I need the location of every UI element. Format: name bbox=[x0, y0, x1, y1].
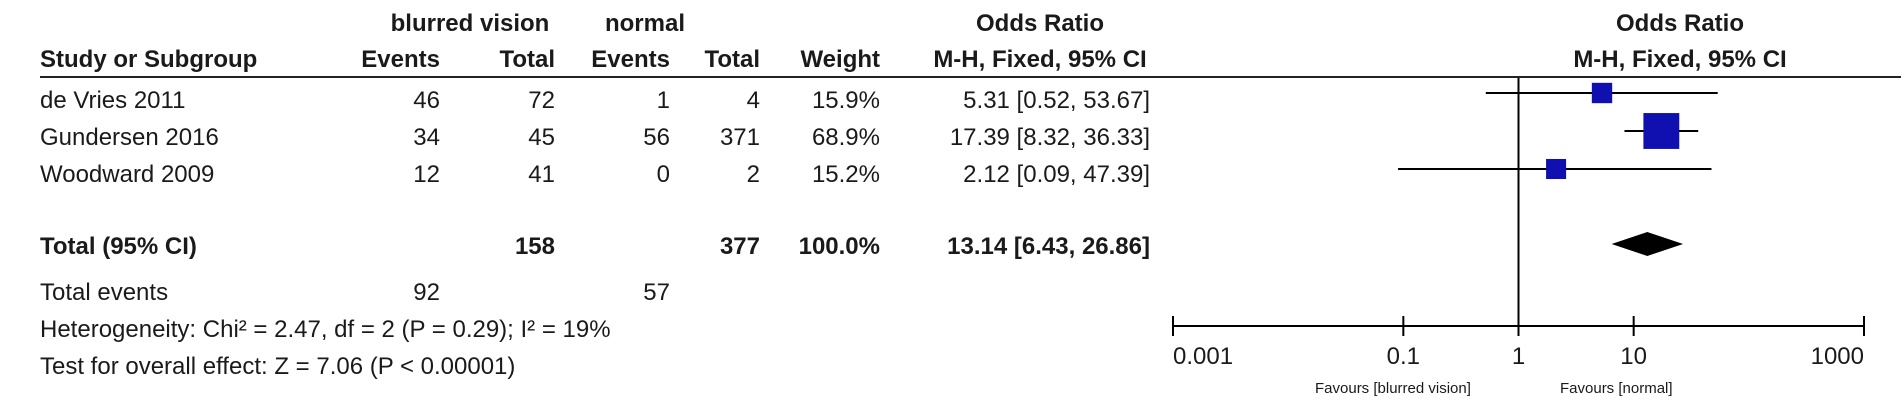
study-events-1: 46 bbox=[413, 87, 440, 114]
study-events-1: 34 bbox=[413, 124, 440, 151]
column-events-2: Events bbox=[591, 46, 670, 73]
column-method: M-H, Fixed, 95% CI bbox=[933, 46, 1147, 73]
column-study: Study or Subgroup bbox=[40, 46, 258, 73]
study-total-2: 4 bbox=[746, 87, 760, 114]
column-events-1: Events bbox=[361, 46, 440, 73]
group1-header: blurred vision bbox=[390, 10, 550, 37]
study-events-2: 56 bbox=[643, 124, 670, 151]
favours-left-label: Favours [blurred vision] bbox=[1315, 380, 1471, 397]
effect-square bbox=[1591, 82, 1613, 104]
axis-tick-label: 10 bbox=[1620, 343, 1647, 370]
study-name: Gundersen 2016 bbox=[40, 124, 219, 151]
or-column-title: Odds Ratio bbox=[975, 10, 1104, 37]
total-events-label: Total events bbox=[40, 279, 169, 306]
study-total-1: 41 bbox=[528, 161, 555, 188]
axis-tick-label: 0.001 bbox=[1173, 343, 1234, 370]
study-weight: 15.2% bbox=[811, 161, 880, 188]
axis-tick-label: 1000 bbox=[1810, 343, 1864, 370]
overall-effect-text: Test for overall effect: Z = 7.06 (P < 0… bbox=[40, 353, 516, 380]
total-events-2: 57 bbox=[643, 279, 670, 306]
total-weight: 100.0% bbox=[798, 233, 880, 260]
study-weight: 15.9% bbox=[811, 87, 880, 114]
study-events-2: 1 bbox=[656, 87, 670, 114]
study-weight: 68.9% bbox=[811, 124, 880, 151]
study-total-1: 72 bbox=[528, 87, 555, 114]
study-total-1: 45 bbox=[528, 124, 555, 151]
pooled-diamond bbox=[1611, 232, 1684, 256]
study-ci: 5.31 [0.52, 53.67] bbox=[963, 87, 1150, 114]
heterogeneity-text: Heterogeneity: Chi² = 2.47, df = 2 (P = … bbox=[40, 316, 611, 343]
study-ci: 17.39 [8.32, 36.33] bbox=[949, 124, 1150, 151]
study-events-1: 12 bbox=[413, 161, 440, 188]
study-total-2: 371 bbox=[719, 124, 760, 151]
study-total-2: 2 bbox=[746, 161, 760, 188]
plot-marks bbox=[1172, 78, 1865, 336]
study-events-2: 0 bbox=[656, 161, 670, 188]
study-name: de Vries 2011 bbox=[40, 87, 186, 114]
effect-square bbox=[1546, 158, 1567, 180]
axis-tick-label: 1 bbox=[1511, 343, 1526, 370]
effect-square bbox=[1643, 113, 1680, 149]
study-ci: 2.12 [0.09, 47.39] bbox=[963, 161, 1150, 188]
total-total-2: 377 bbox=[719, 233, 760, 260]
total-total-1: 158 bbox=[514, 233, 555, 260]
plot-title: Odds Ratio bbox=[1615, 10, 1744, 37]
group2-header: normal bbox=[604, 10, 685, 37]
plot-method: M-H, Fixed, 95% CI bbox=[1573, 46, 1787, 73]
header-rule bbox=[40, 76, 1901, 78]
column-total-1: Total bbox=[499, 46, 555, 73]
study-name: Woodward 2009 bbox=[40, 161, 215, 188]
total-events-1: 92 bbox=[413, 279, 440, 306]
total-label: Total (95% CI) bbox=[40, 233, 197, 260]
favours-right-label: Favours [normal] bbox=[1560, 380, 1673, 397]
column-total-2: Total bbox=[704, 46, 760, 73]
total-ci: 13.14 [6.43, 26.86] bbox=[947, 233, 1150, 260]
axis-tick-label: 0.1 bbox=[1386, 343, 1421, 370]
column-weight: Weight bbox=[800, 46, 880, 73]
